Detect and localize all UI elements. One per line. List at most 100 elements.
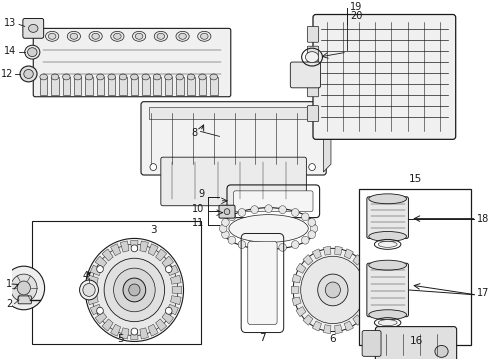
Circle shape (265, 205, 272, 213)
Bar (210, 77, 218, 95)
Text: 8: 8 (192, 129, 197, 138)
Ellipse shape (210, 74, 218, 80)
Wedge shape (95, 256, 107, 268)
Circle shape (238, 208, 245, 216)
Ellipse shape (83, 284, 95, 296)
Ellipse shape (24, 69, 33, 78)
Wedge shape (131, 240, 138, 251)
Wedge shape (365, 274, 373, 283)
Wedge shape (291, 286, 299, 294)
Ellipse shape (197, 31, 211, 41)
Ellipse shape (198, 74, 206, 80)
Wedge shape (365, 297, 373, 306)
Text: 4: 4 (82, 271, 88, 281)
Circle shape (301, 236, 309, 244)
FancyBboxPatch shape (18, 296, 31, 304)
Wedge shape (296, 263, 306, 273)
Ellipse shape (20, 66, 37, 82)
Wedge shape (312, 249, 321, 259)
Ellipse shape (229, 215, 308, 242)
Ellipse shape (378, 242, 397, 247)
Ellipse shape (119, 74, 127, 80)
Text: 12: 12 (1, 69, 13, 79)
Text: 16: 16 (409, 337, 423, 346)
Circle shape (293, 248, 372, 332)
Wedge shape (167, 265, 178, 276)
Wedge shape (87, 286, 97, 294)
Polygon shape (323, 100, 331, 172)
Text: 9: 9 (198, 189, 204, 199)
Wedge shape (88, 275, 98, 284)
Ellipse shape (369, 310, 407, 320)
Circle shape (251, 243, 258, 251)
Wedge shape (367, 286, 374, 294)
Circle shape (308, 219, 316, 226)
Wedge shape (140, 328, 148, 339)
Wedge shape (167, 304, 178, 315)
Ellipse shape (176, 31, 189, 41)
Circle shape (220, 225, 227, 233)
Wedge shape (102, 319, 113, 331)
Text: 18: 18 (477, 213, 490, 224)
Ellipse shape (435, 346, 448, 357)
Ellipse shape (142, 74, 149, 80)
FancyBboxPatch shape (141, 102, 326, 175)
Ellipse shape (51, 74, 59, 80)
Circle shape (104, 258, 165, 321)
Circle shape (190, 164, 196, 171)
Ellipse shape (97, 74, 104, 80)
Wedge shape (312, 321, 321, 331)
Circle shape (17, 281, 30, 295)
Wedge shape (155, 319, 167, 331)
FancyBboxPatch shape (290, 62, 320, 88)
Ellipse shape (131, 74, 138, 80)
Ellipse shape (111, 31, 124, 41)
Ellipse shape (25, 45, 40, 59)
Text: 2: 2 (6, 299, 12, 309)
Bar (32, 221, 200, 345)
Text: 6: 6 (330, 334, 336, 345)
Circle shape (289, 164, 295, 171)
Ellipse shape (46, 31, 59, 41)
Bar (108, 77, 116, 95)
Bar (97, 77, 104, 95)
Circle shape (308, 231, 316, 239)
Text: 19: 19 (350, 1, 362, 12)
Circle shape (123, 278, 146, 302)
Ellipse shape (114, 33, 121, 39)
Bar (85, 77, 93, 95)
Text: 13: 13 (4, 18, 16, 28)
Wedge shape (303, 315, 313, 325)
Circle shape (3, 266, 45, 310)
Bar (63, 77, 70, 95)
FancyBboxPatch shape (362, 330, 381, 356)
Ellipse shape (187, 74, 195, 80)
Text: 20: 20 (350, 12, 362, 22)
Circle shape (170, 164, 176, 171)
Circle shape (210, 164, 216, 171)
Ellipse shape (108, 74, 116, 80)
Ellipse shape (132, 31, 146, 41)
Circle shape (129, 284, 140, 296)
Ellipse shape (153, 74, 161, 80)
Text: 7: 7 (259, 333, 265, 342)
Wedge shape (353, 315, 363, 325)
FancyBboxPatch shape (307, 46, 318, 62)
Wedge shape (344, 321, 353, 331)
Wedge shape (360, 307, 369, 317)
FancyBboxPatch shape (248, 242, 277, 325)
Circle shape (309, 164, 316, 171)
Wedge shape (111, 324, 121, 336)
Circle shape (249, 164, 256, 171)
Ellipse shape (63, 74, 70, 80)
Bar (142, 77, 149, 95)
Circle shape (251, 206, 258, 213)
Wedge shape (148, 244, 158, 256)
Wedge shape (120, 241, 129, 252)
Ellipse shape (28, 24, 38, 32)
Ellipse shape (378, 320, 397, 325)
Ellipse shape (92, 33, 99, 39)
Text: 5: 5 (117, 334, 123, 345)
Ellipse shape (49, 33, 56, 39)
Wedge shape (131, 329, 138, 339)
